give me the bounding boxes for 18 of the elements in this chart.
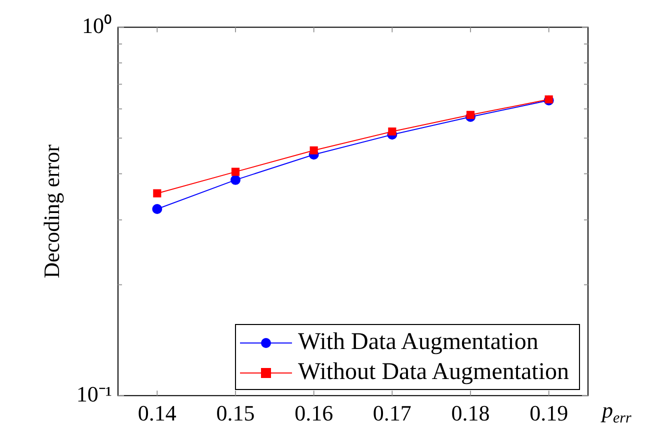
x-tick-label: 0.16 [294,400,334,426]
y-tick-label: 10⁻¹ [76,381,112,406]
x-tick-label: 0.14 [138,400,176,426]
legend-label: With Data Augmentation [298,328,538,355]
y-axis-title: Decoding error [38,144,64,278]
point [231,168,240,176]
point [153,189,162,198]
y-tick-label: 10⁰ [82,12,112,38]
x-tick-label: 0.19 [530,400,568,426]
point [310,146,318,154]
legend-label: Without Data Augmentation [298,358,569,385]
x-tick-label: 0.15 [216,400,255,426]
x-tick-label: 0.17 [372,400,412,426]
point [466,110,475,119]
point [152,204,162,214]
point [230,174,240,185]
point [388,127,396,136]
x-tick-label: 0.18 [451,400,490,426]
